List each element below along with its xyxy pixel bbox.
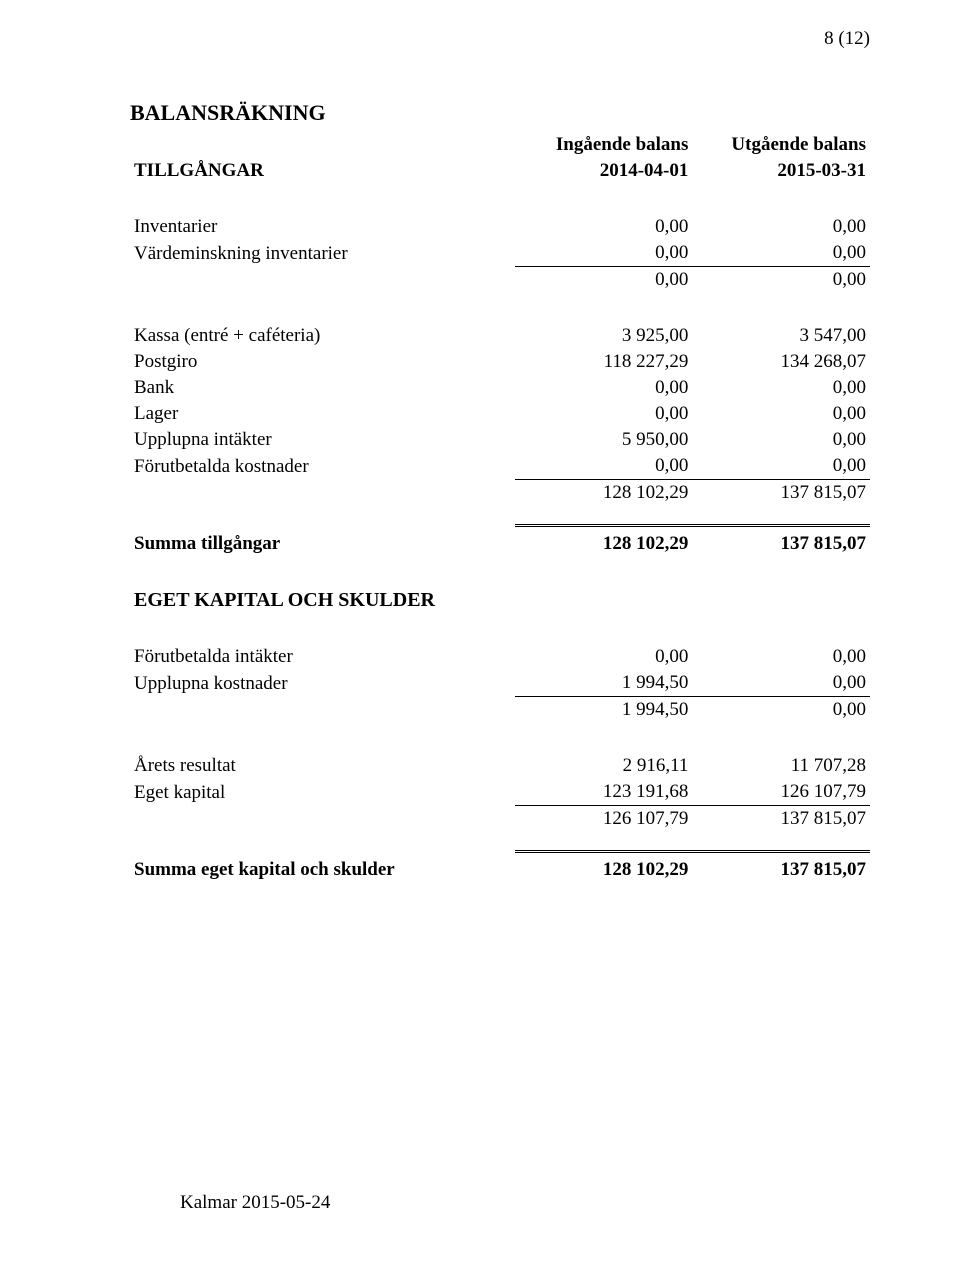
- page-number: 8 (12): [824, 28, 870, 50]
- liab-b2-label: Årets resultat: [130, 753, 515, 779]
- assets-b1-label: Värdeminskning inventarier: [130, 240, 515, 267]
- assets-block1-sum: 0,00 0,00: [130, 267, 870, 294]
- assets-b2-label: Upplupna intäkter: [130, 427, 515, 453]
- liab-b2-v1: 123 191,68: [515, 779, 693, 806]
- assets-b1-v1: 0,00: [515, 240, 693, 267]
- assets-b2-label: Lager: [130, 401, 515, 427]
- assets-b2-v1: 0,00: [515, 453, 693, 480]
- liab-b2-v1: 2 916,11: [515, 753, 693, 779]
- liab-b1-row: Upplupna kostnader1 994,500,00: [130, 670, 870, 697]
- assets-b2-label: Postgiro: [130, 349, 515, 375]
- footer-text: Kalmar 2015-05-24: [180, 1192, 330, 1214]
- assets-b2-row: Bank0,000,00: [130, 375, 870, 401]
- assets-b2-v1: 5 950,00: [515, 427, 693, 453]
- assets-b2-label: Bank: [130, 375, 515, 401]
- liab-b2-row: Årets resultat2 916,1111 707,28: [130, 753, 870, 779]
- assets-b2-v2: 0,00: [692, 375, 870, 401]
- assets-b2-v1: 0,00: [515, 401, 693, 427]
- header-row-1: Ingående balans Utgående balans: [130, 132, 870, 158]
- assets-b2-v1: 118 227,29: [515, 349, 693, 375]
- col1-header-line2: 2014-04-01: [515, 158, 693, 184]
- assets-b2-v1: 3 925,00: [515, 323, 693, 349]
- liab-block1-sum-v1: 1 994,50: [515, 697, 693, 724]
- assets-b1-v2: 0,00: [692, 240, 870, 267]
- assets-block2-sum-v1: 128 102,29: [515, 480, 693, 507]
- page-title: BALANSRÄKNING: [130, 100, 870, 126]
- assets-b2-v1: 0,00: [515, 375, 693, 401]
- assets-b2-label: Förutbetalda kostnader: [130, 453, 515, 480]
- assets-b1-row: Värdeminskning inventarier0,000,00: [130, 240, 870, 267]
- liab-b1-label: Förutbetalda intäkter: [130, 644, 515, 670]
- liab-total-v2: 137 815,07: [692, 857, 870, 883]
- assets-b2-row: Förutbetalda kostnader0,000,00: [130, 453, 870, 480]
- assets-b2-row: Upplupna intäkter5 950,000,00: [130, 427, 870, 453]
- assets-b2-row: Postgiro118 227,29134 268,07: [130, 349, 870, 375]
- assets-b1-v2: 0,00: [692, 214, 870, 240]
- assets-block2-sum-v2: 137 815,07: [692, 480, 870, 507]
- liab-total: Summa eget kapital och skulder 128 102,2…: [130, 857, 870, 883]
- assets-total-label: Summa tillgångar: [130, 531, 515, 557]
- assets-section-header: TILLGÅNGAR: [130, 158, 515, 184]
- balance-table: Ingående balans Utgående balans TILLGÅNG…: [130, 132, 870, 883]
- liab-block2-sum: 126 107,79 137 815,07: [130, 806, 870, 833]
- liab-section-header: EGET KAPITAL OCH SKULDER: [130, 587, 870, 614]
- assets-b2-v2: 0,00: [692, 401, 870, 427]
- liab-block2-sum-v2: 137 815,07: [692, 806, 870, 833]
- liab-b1-v2: 0,00: [692, 644, 870, 670]
- assets-block1-sum-v1: 0,00: [515, 267, 693, 294]
- liab-b1-v1: 0,00: [515, 644, 693, 670]
- liab-b1-v1: 1 994,50: [515, 670, 693, 697]
- liab-block2-sum-v1: 126 107,79: [515, 806, 693, 833]
- liab-b2-v2: 126 107,79: [692, 779, 870, 806]
- page: 8 (12) BALANSRÄKNING Ingående balans Utg…: [0, 0, 960, 1274]
- assets-b1-v1: 0,00: [515, 214, 693, 240]
- assets-block1-sum-v2: 0,00: [692, 267, 870, 294]
- assets-b2-v2: 0,00: [692, 427, 870, 453]
- liab-b2-v2: 11 707,28: [692, 753, 870, 779]
- assets-total-v2: 137 815,07: [692, 531, 870, 557]
- liab-b1-label: Upplupna kostnader: [130, 670, 515, 697]
- assets-b2-row: Kassa (entré + caféteria)3 925,003 547,0…: [130, 323, 870, 349]
- liab-block1-sum: 1 994,50 0,00: [130, 697, 870, 724]
- liab-total-label: Summa eget kapital och skulder: [130, 857, 515, 883]
- assets-total: Summa tillgångar 128 102,29 137 815,07: [130, 531, 870, 557]
- liab-b2-row: Eget kapital123 191,68126 107,79: [130, 779, 870, 806]
- assets-b2-v2: 134 268,07: [692, 349, 870, 375]
- liab-total-v1: 128 102,29: [515, 857, 693, 883]
- liab-section-row: EGET KAPITAL OCH SKULDER: [130, 587, 870, 614]
- assets-b2-label: Kassa (entré + caféteria): [130, 323, 515, 349]
- assets-b2-v2: 3 547,00: [692, 323, 870, 349]
- assets-b2-v2: 0,00: [692, 453, 870, 480]
- col2-header-line1: Utgående balans: [692, 132, 870, 158]
- assets-b1-row: Inventarier0,000,00: [130, 214, 870, 240]
- liab-b1-row: Förutbetalda intäkter0,000,00: [130, 644, 870, 670]
- assets-b2-row: Lager0,000,00: [130, 401, 870, 427]
- assets-total-v1: 128 102,29: [515, 531, 693, 557]
- header-row-2: TILLGÅNGAR 2014-04-01 2015-03-31: [130, 158, 870, 184]
- liab-b2-label: Eget kapital: [130, 779, 515, 806]
- assets-b1-label: Inventarier: [130, 214, 515, 240]
- col1-header-line1: Ingående balans: [515, 132, 693, 158]
- assets-block2-sum: 128 102,29 137 815,07: [130, 480, 870, 507]
- liab-b1-v2: 0,00: [692, 670, 870, 697]
- col2-header-line2: 2015-03-31: [692, 158, 870, 184]
- liab-block1-sum-v2: 0,00: [692, 697, 870, 724]
